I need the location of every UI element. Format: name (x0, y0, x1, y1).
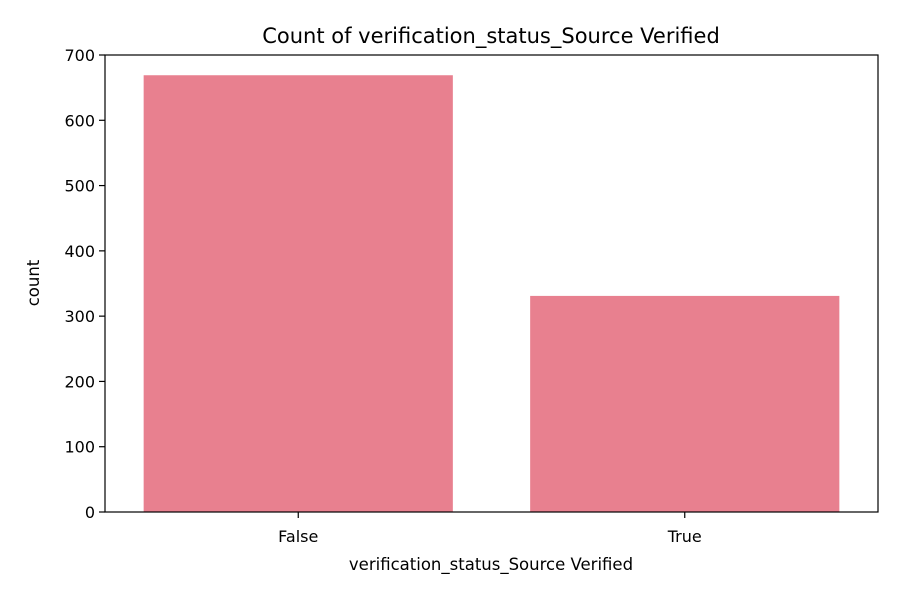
y-tick-label: 600 (64, 111, 95, 130)
bar-true (530, 295, 840, 512)
bar-false (143, 75, 453, 512)
y-tick-label: 200 (64, 372, 95, 391)
bars-group (143, 75, 840, 512)
chart-title: Count of verification_status_Source Veri… (262, 24, 720, 49)
y-tick-label: 700 (64, 46, 95, 65)
y-tick-label: 100 (64, 438, 95, 457)
y-tick-label: 0 (85, 503, 95, 522)
x-axis: False True (278, 512, 702, 546)
plot-frame (104, 54, 879, 513)
y-tick-label: 300 (64, 307, 95, 326)
x-axis-label: verification_status_Source Verified (349, 555, 633, 575)
y-tick-label: 400 (64, 242, 95, 261)
y-axis: 0 100 200 300 400 500 600 700 (64, 46, 105, 522)
y-axis-label: count (24, 259, 43, 306)
y-tick-label: 500 (64, 177, 95, 196)
x-tick-label: True (667, 527, 702, 546)
x-tick-label: False (278, 527, 318, 546)
